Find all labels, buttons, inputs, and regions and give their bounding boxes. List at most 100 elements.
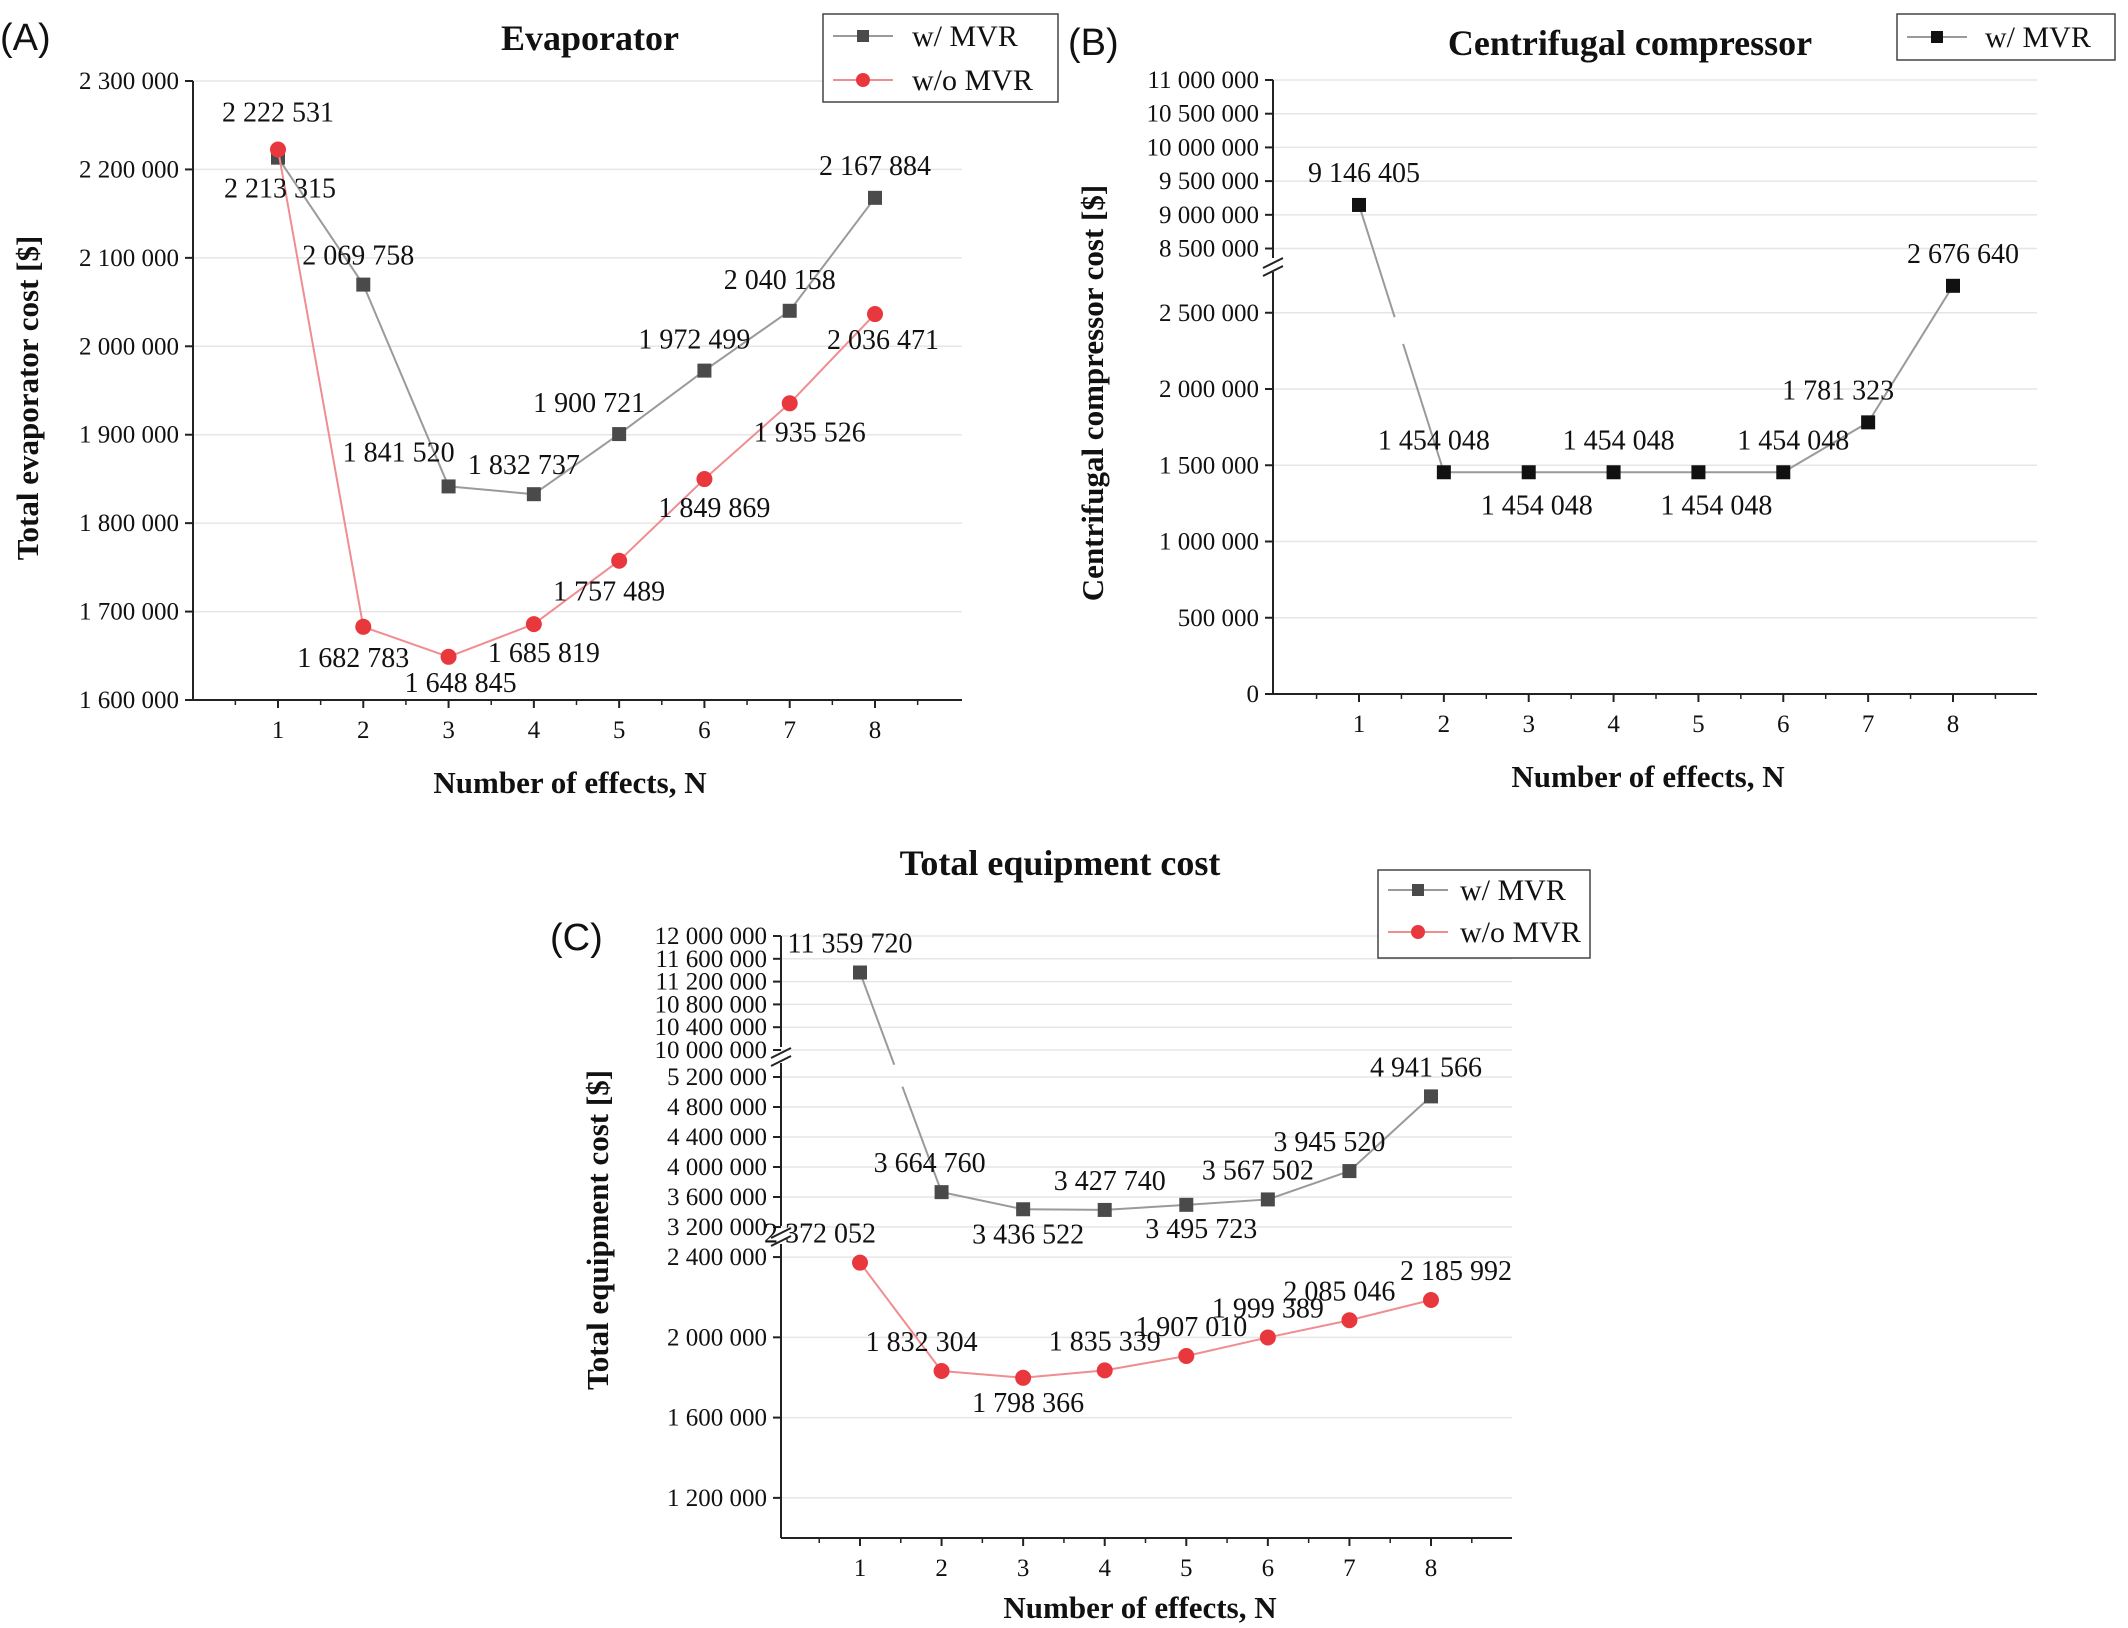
a-series-0-segment: [788, 197, 876, 312]
b-y-tick-label: 1 500 000: [1159, 452, 1259, 479]
panel-b-x-axis-title: Number of effects, N: [1511, 759, 1784, 794]
b-series-0-point: [1776, 465, 1791, 480]
a-series-1-point: [355, 618, 372, 635]
a-y-tick-label: 2 300 000: [79, 68, 179, 95]
a-series-0-data-label: 2 040 158: [724, 265, 836, 296]
a-y-tick-label: 1 700 000: [79, 599, 179, 626]
panel-a-y-axis-title: Total evaporator cost [$]: [10, 236, 45, 561]
panel-a-legend-w-mvr-marker: [857, 30, 869, 42]
a-series-0-point: [782, 303, 797, 318]
c-y-tick-label: 4 000 000: [667, 1154, 767, 1181]
a-series-0-data-label: 1 900 721: [533, 388, 645, 419]
b-y-tick-label: 9 500 000: [1159, 168, 1259, 195]
b-x-tick-label: 8: [1947, 711, 1960, 738]
c-y-tick-label: 11 200 000: [655, 969, 767, 996]
a-series-1-point: [781, 395, 798, 412]
panel-a-axes: [185, 80, 962, 708]
panel-a-legend-wo-mvr-label: w/o MVR: [912, 64, 1033, 97]
panel-b-axes: [1262, 79, 2037, 702]
c-y-tick-label: 3 600 000: [667, 1184, 767, 1211]
panel-c-legend-wo-mvr-label: w/o MVR: [1460, 916, 1581, 949]
c-series-0-segment: [1104, 1203, 1187, 1211]
a-series-1-data-label: 1 648 845: [405, 668, 517, 699]
b-axis-break-mark: [1262, 257, 1284, 269]
panel-a-evaporator: (A) Evaporator Number of effects, N Tota…: [0, 13, 1059, 800]
a-series-0-segment: [362, 284, 450, 487]
c-series-0-data-label: 3 495 723: [1145, 1214, 1257, 1245]
a-series-1-data-label: 2 036 471: [827, 325, 939, 356]
b-y-tick-label: 0: [1247, 681, 1260, 708]
b-series-0-point: [1606, 465, 1621, 480]
panel-a-title: Evaporator: [501, 18, 679, 58]
a-series-0-point: [526, 487, 541, 502]
b-x-tick-label: 6: [1777, 711, 1790, 738]
c-y-tick-label: 10 400 000: [655, 1014, 768, 1041]
a-series-1-point: [611, 552, 628, 569]
a-x-tick-label: 1: [272, 717, 285, 744]
c-series-1-segment: [1023, 1369, 1105, 1379]
c-series-1-segment: [859, 1262, 943, 1372]
c-series-1-data-label: 1 835 339: [1049, 1326, 1161, 1357]
c-y-tick-label: 2 000 000: [667, 1324, 767, 1351]
panel-c-x-tick-labels: 1 2 3 4 5 6 7 8: [854, 1555, 1438, 1582]
a-series-1-point: [867, 306, 883, 323]
a-series-1-data-label: 1 935 526: [754, 417, 866, 448]
c-series-1-point: [1423, 1292, 1439, 1309]
a-series-0-data-label: 2 167 884: [819, 151, 931, 182]
b-series-0-point: [1691, 465, 1706, 480]
a-series-1-segment: [362, 625, 449, 658]
panel-a-legend-w-mvr-label: w/ MVR: [912, 20, 1018, 53]
b-series-0-point: [1521, 465, 1536, 480]
a-series-1-segment: [277, 149, 365, 627]
c-series-0-segment: [901, 1086, 943, 1193]
a-series-1-point: [440, 648, 457, 665]
b-series-0-data-label: 2 676 640: [1907, 239, 2019, 270]
panel-c-series: [852, 965, 1439, 1386]
c-axis-break-mark: [770, 1235, 792, 1247]
b-y-tick-label: 10 500 000: [1147, 101, 1260, 128]
panel-b-title: Centrifugal compressor: [1448, 23, 1812, 63]
a-x-tick-label: 6: [698, 717, 711, 744]
c-series-1-segment: [1349, 1299, 1432, 1322]
b-y-tick-label: 11 000 000: [1147, 67, 1259, 94]
c-x-tick-label: 8: [1425, 1555, 1438, 1582]
a-y-tick-label: 1 600 000: [79, 687, 179, 714]
b-series-0-segment: [1782, 421, 1869, 474]
a-series-1-data-label: 1 682 783: [297, 643, 409, 674]
c-series-1-segment: [1104, 1355, 1187, 1372]
c-y-tick-label: 4 400 000: [667, 1124, 767, 1151]
a-series-1-segment: [533, 559, 620, 625]
panel-a-x-tick-labels: 1 2 3 4 5 6 7 8: [272, 717, 882, 744]
b-y-tick-label: 2 000 000: [1159, 376, 1259, 403]
a-series-1-segment: [703, 402, 791, 480]
c-series-0-point: [1342, 1164, 1357, 1179]
a-series-0-segment: [277, 157, 365, 286]
b-y-tick-label: 9 000 000: [1159, 202, 1259, 229]
c-series-0-segment: [1267, 1170, 1350, 1201]
c-y-tick-label: 5 200 000: [667, 1064, 767, 1091]
panel-b-letter: (B): [1068, 22, 1119, 64]
a-series-0-data-label: 1 972 499: [638, 325, 750, 356]
a-series-1-segment: [448, 623, 535, 658]
b-y-tick-label: 500 000: [1178, 605, 1259, 632]
c-series-1-data-label: 2 085 046: [1283, 1276, 1395, 1307]
c-y-tick-label: 10 800 000: [655, 991, 768, 1018]
c-series-1-point: [1178, 1347, 1195, 1364]
c-series-1-data-label: 1 999 389: [1212, 1293, 1324, 1324]
b-x-tick-label: 1: [1353, 711, 1366, 738]
panel-b-y-tick-labels: 0 500 000 1 000 000 1 500 000 2 000 000 2 500…: [1147, 67, 1260, 708]
a-series-0-point: [441, 479, 456, 494]
b-series-0-data-label: 1 454 048: [1737, 425, 1849, 456]
panel-c-legend: w/ MVR w/o MVR: [1377, 869, 1591, 959]
c-series-0-data-label: 11 359 720: [788, 928, 913, 959]
c-series-1-data-label: 1 832 304: [866, 1327, 978, 1358]
c-y-tick-label: 10 000 000: [655, 1037, 768, 1064]
b-series-0-data-label: 9 146 405: [1308, 158, 1420, 189]
c-x-tick-label: 2: [935, 1555, 948, 1582]
c-y-tick-label: 1 200 000: [667, 1485, 767, 1512]
c-series-1-segment: [1186, 1336, 1269, 1357]
b-series-0-point: [1436, 465, 1451, 480]
panel-c-x-axis-title: Number of effects, N: [1003, 1590, 1276, 1625]
panel-a-x-axis-title: Number of effects, N: [433, 765, 706, 800]
c-series-1-data-label: 1 907 010: [1135, 1312, 1247, 1343]
